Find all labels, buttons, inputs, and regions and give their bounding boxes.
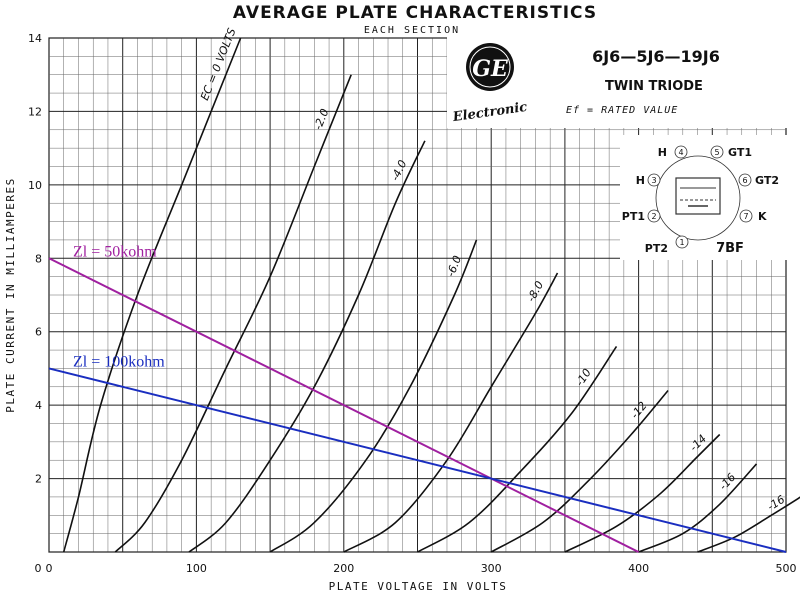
y-tick-label: 12 [28,105,42,118]
characteristic-curve [269,239,478,553]
pin-number: 3 [651,176,656,185]
y-axis-label: PLATE CURRENT IN MILLIAMPERES [4,177,17,413]
curve-label: -16 [717,471,739,493]
curve-label: -16 [765,493,787,514]
ef-note: Ef = RATED VALUE [566,105,678,116]
curve-label: -12 [628,399,649,421]
y-tick-label: 10 [28,179,42,192]
characteristic-curve [343,272,559,553]
characteristic-curve [114,74,352,553]
pin-number: 1 [679,238,684,247]
pin-number: 7 [743,212,748,221]
characteristic-curve [188,140,426,553]
pin-label: GT2 [755,174,779,187]
curve-label: -14 [687,432,709,454]
chart-title: AVERAGE PLATE CHARACTERISTICS [233,3,597,23]
x-tick-label: 300 [481,562,502,575]
pin-label: K [758,210,767,223]
base-code: 7BF [716,241,744,256]
characteristic-curve [697,496,800,553]
pin-number: 6 [742,176,747,185]
origin-tick-label: 0 [35,562,42,575]
x-tick-label: 400 [628,562,649,575]
chart-subtitle: EACH SECTION [364,25,460,36]
characteristic-curve [417,345,618,553]
pin-number: 4 [678,148,683,157]
pin-label: GT1 [728,146,752,159]
y-tick-label: 2 [35,473,42,486]
pinout-diagram: 4 H 5 GT1 3 H 6 GT2 2 PT1 7 K 1 PT2 7BF [620,135,795,260]
load-line-label: Zl = 100kohm [73,353,165,370]
x-tick-label: 500 [776,562,797,575]
pin-number: 5 [714,148,719,157]
tube-description: TWIN TRIODE [605,79,703,94]
load-lines: Zl = 50kohm Zl = 100kohm [48,243,787,553]
y-tick-label: 6 [35,326,42,339]
y-tick-label: 8 [35,252,42,265]
characteristic-curve [638,463,758,553]
load-line [48,257,640,553]
pin-label: H [658,146,667,159]
tube-info-box: GE Electronic 6J6—5J6—19J6 TWIN TRIODE E… [447,36,795,128]
pin-label: PT1 [622,210,645,223]
load-line-label: Zl = 50kohm [73,243,157,260]
x-tick-label: 100 [186,562,207,575]
pin-number: 2 [651,212,656,221]
pin-label: H [636,174,645,187]
load-line [48,367,787,553]
x-tick-label: 0 [46,562,53,575]
tube-types: 6J6—5J6—19J6 [592,47,720,66]
x-axis-label: PLATE VOLTAGE IN VOLTS [329,580,508,593]
characteristic-curve [62,37,242,553]
pin-label: PT2 [645,242,668,255]
characteristic-curve [490,389,669,553]
characteristic-curve [564,433,721,553]
y-tick-label: 4 [35,399,42,412]
y-tick-label: 14 [28,32,42,45]
svg-text:GE: GE [472,56,509,82]
x-tick-label: 200 [333,562,354,575]
